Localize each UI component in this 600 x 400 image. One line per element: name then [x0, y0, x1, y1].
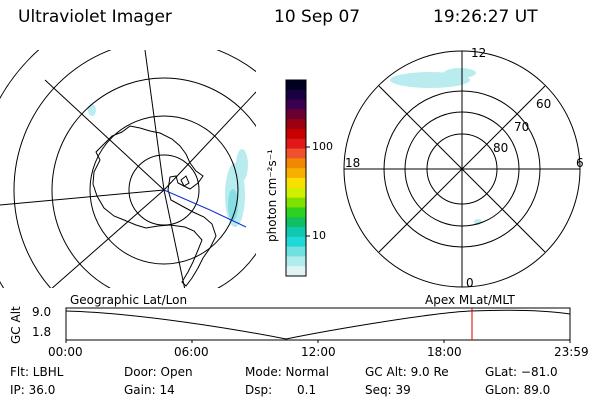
mlt-label-0: 0 [466, 276, 474, 290]
status-mode: Mode: Normal [245, 365, 329, 379]
colorbar-segment [286, 89, 306, 101]
colorbar-segment [286, 246, 306, 257]
mlt-label-6: 6 [576, 156, 584, 170]
x-tick-label: 12:00 [301, 345, 336, 359]
status-dsp-label: Dsp: [245, 383, 273, 397]
colorbar-segment [286, 148, 306, 159]
aurora-emission-right [390, 68, 482, 225]
mlat-label-70: 70 [514, 120, 530, 134]
x-tick-label: 00:00 [48, 345, 83, 359]
mlt-diagonal [378, 85, 546, 253]
time-label: 19:26:27 UT [433, 7, 538, 27]
status-gc-alt: GC Alt: 9.0 Re [365, 365, 449, 379]
colorbar-tick-label-100: 100 [312, 140, 333, 153]
colorbar-segment [286, 99, 306, 110]
colorbar-segment [286, 129, 306, 140]
antarctica-coastline [92, 125, 217, 287]
lat-circle [51, 77, 256, 288]
status-glat: GLat: −81.0 [485, 365, 558, 379]
spacecraft-track [163, 189, 211, 211]
mlt-label-12: 12 [471, 46, 487, 60]
status-door: Door: Open [124, 365, 193, 379]
colorbar-segment [286, 119, 306, 130]
colorbar-segment [286, 266, 306, 277]
lat-circle [13, 50, 256, 288]
altitude-plot-frame [65, 307, 571, 341]
colorbar-segment [286, 217, 306, 228]
colorbar-segment [286, 109, 306, 120]
meridian [51, 189, 165, 288]
aurora-core-left [228, 189, 238, 221]
colorbar-unit-label: photon cm⁻²s⁻¹ [265, 149, 279, 242]
colorbar-segment [286, 207, 306, 218]
altitude-ybottom: 1.8 [32, 325, 52, 339]
status-gain: Gain: 14 [124, 383, 175, 397]
status-seq: Seq: 39 [365, 383, 411, 397]
x-tick-label: 23:59 [554, 345, 589, 359]
meridian [44, 79, 165, 191]
instrument-title: Ultraviolet Imager [18, 7, 172, 27]
colorbar-segment [286, 197, 306, 208]
colorbar-segment [286, 178, 306, 189]
x-tick-label: 06:00 [174, 345, 209, 359]
colorbar-tick-label-10: 10 [312, 229, 326, 242]
colorbar [286, 80, 306, 277]
meridian [144, 50, 165, 191]
date-label: 10 Sep 07 [274, 7, 361, 27]
geographic-caption: Geographic Lat/Lon [70, 293, 188, 307]
altitude-plot [65, 307, 571, 343]
magnetic-polar-map [343, 50, 581, 288]
spacecraft-track [209, 209, 247, 228]
geographic-polar-map [0, 50, 256, 288]
colorbar-segment [286, 227, 306, 238]
colorbar-segment [286, 168, 306, 179]
colorbar-segment [286, 236, 306, 248]
altitude-ytop: 9.0 [32, 305, 52, 319]
status-dsp-value: 0.1 [297, 383, 317, 397]
x-tick-label: 18:00 [427, 345, 462, 359]
apex-caption: Apex MLat/MLT [425, 293, 515, 307]
coastline-fragment [180, 175, 190, 187]
mlt-label-18: 18 [345, 156, 361, 170]
colorbar-frame [285, 79, 307, 277]
colorbar-segment [286, 138, 306, 150]
colorbar-segment [286, 256, 306, 267]
altitude-ylabel: GC Alt [9, 306, 23, 344]
meridian [163, 189, 186, 288]
mlat-label-80: 80 [493, 141, 509, 155]
colorbar-segment [286, 158, 306, 169]
status-ip: IP: 36.0 [10, 383, 56, 397]
colorbar-segment [286, 187, 306, 199]
altitude-curve [65, 309, 571, 340]
meridian [0, 189, 165, 206]
meridian [163, 91, 256, 191]
colorbar-segment [286, 80, 306, 91]
status-filter: Flt: LBHL [10, 365, 64, 379]
status-glon: GLon: 89.0 [485, 383, 551, 397]
mlat-label-60: 60 [536, 97, 552, 111]
lat-circle [89, 115, 239, 265]
